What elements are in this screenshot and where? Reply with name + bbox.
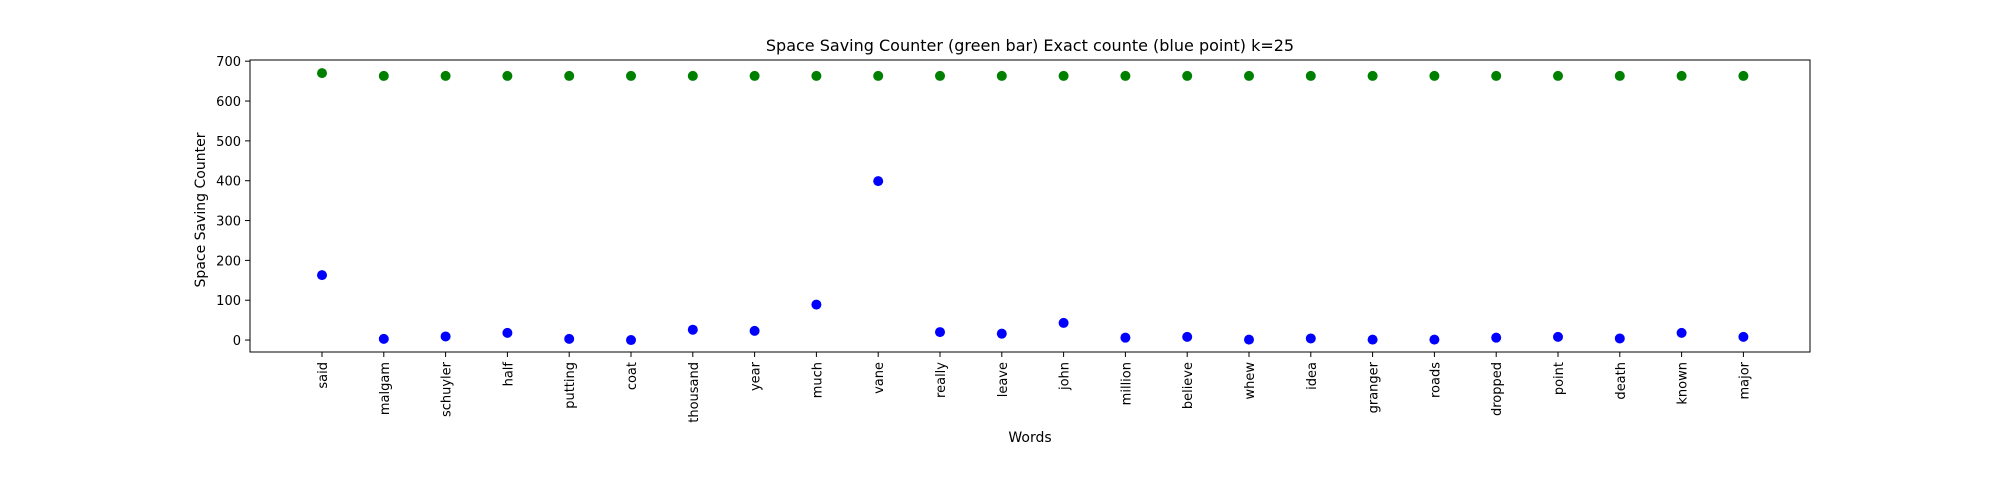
x-tick-label: known xyxy=(1676,362,1691,405)
x-tick-label: roads xyxy=(1428,362,1443,398)
green-point xyxy=(1676,70,1687,81)
x-tick-label: believe xyxy=(1181,362,1196,409)
green-point xyxy=(1429,70,1440,81)
green-point xyxy=(935,70,945,81)
green-point xyxy=(1367,70,1378,81)
x-tick-label: said xyxy=(316,362,331,389)
x-tick-label: half xyxy=(501,362,516,387)
x-tick-label: million xyxy=(1119,362,1134,405)
green-point xyxy=(502,70,513,81)
blue-point xyxy=(1614,333,1625,344)
x-tick-label: coat xyxy=(625,362,640,390)
blue-point xyxy=(749,325,760,336)
x-tick-label: much xyxy=(810,362,825,398)
blue-point xyxy=(1244,334,1254,345)
blue-point xyxy=(440,331,451,342)
green-point xyxy=(1120,70,1131,81)
chart-title: Space Saving Counter (green bar) Exact c… xyxy=(766,36,1294,55)
green-point xyxy=(1182,70,1193,81)
green-point xyxy=(996,70,1007,81)
green-point xyxy=(1058,70,1069,81)
blue-point xyxy=(935,327,945,338)
y-tick-label: 700 xyxy=(216,55,241,70)
x-tick-label: death xyxy=(1614,362,1629,400)
plot-area: 0 100 200 300 400 500 600 700 said malgam schuyler… xyxy=(216,55,1811,423)
x-tick-label: leave xyxy=(996,362,1011,397)
green-point xyxy=(378,70,389,81)
y-tick-label: 300 xyxy=(216,215,241,230)
blue-point xyxy=(1553,331,1563,342)
green-point xyxy=(1614,70,1625,81)
green-point xyxy=(1491,70,1502,81)
x-tick-label: thousand xyxy=(687,362,702,423)
green-point xyxy=(1305,70,1316,81)
green-point xyxy=(564,70,575,81)
green-point xyxy=(1553,70,1563,81)
x-tick-label: idea xyxy=(1305,362,1320,390)
y-tick-label: 200 xyxy=(216,254,241,269)
blue-point xyxy=(873,176,884,187)
blue-point xyxy=(1058,317,1069,328)
x-tick-label: john xyxy=(1058,362,1073,391)
y-tick-label: 100 xyxy=(216,294,241,309)
x-tick-label: malgam xyxy=(378,362,393,415)
x-tick-label: point xyxy=(1552,362,1567,395)
blue-point xyxy=(564,333,575,344)
blue-point xyxy=(1676,327,1687,338)
x-tick-label: schuyler xyxy=(440,361,455,417)
green-point xyxy=(687,70,698,81)
blue-point xyxy=(1367,334,1378,345)
blue-point xyxy=(378,333,389,344)
blue-point xyxy=(811,299,822,310)
y-tick-label: 400 xyxy=(216,175,241,190)
blue-point xyxy=(1429,334,1440,345)
blue-point xyxy=(1182,331,1193,342)
blue-point xyxy=(626,335,636,346)
x-tick-label: granger xyxy=(1367,361,1382,413)
y-tick-label: 0 xyxy=(233,334,241,349)
y-axis-title: Space Saving Counter xyxy=(193,132,209,287)
x-tick-label: dropped xyxy=(1490,362,1505,416)
x-tick-label: whew xyxy=(1243,362,1258,400)
green-point xyxy=(440,70,451,81)
blue-point xyxy=(687,324,698,335)
green-point xyxy=(811,70,822,81)
green-point xyxy=(1738,70,1749,81)
x-tick-label: vane xyxy=(872,362,887,394)
green-point xyxy=(873,70,884,81)
green-point xyxy=(1244,70,1254,81)
green-point xyxy=(626,70,636,81)
green-point xyxy=(317,68,327,79)
blue-point xyxy=(317,270,327,281)
blue-point xyxy=(1491,332,1502,343)
blue-point xyxy=(502,327,513,338)
blue-point xyxy=(1305,333,1316,344)
x-tick-label: putting xyxy=(563,362,578,409)
blue-point xyxy=(1738,331,1749,342)
x-axis-title: Words xyxy=(1008,430,1051,446)
y-tick-label: 600 xyxy=(216,95,241,110)
blue-point xyxy=(996,328,1007,339)
blue-point xyxy=(1120,332,1131,343)
x-tick-label: really xyxy=(934,362,949,398)
x-tick-label: year xyxy=(749,361,764,391)
x-tick-label: major xyxy=(1737,361,1752,399)
y-tick-label: 500 xyxy=(216,135,241,150)
green-point xyxy=(749,70,760,81)
plot-frame xyxy=(249,59,1811,353)
